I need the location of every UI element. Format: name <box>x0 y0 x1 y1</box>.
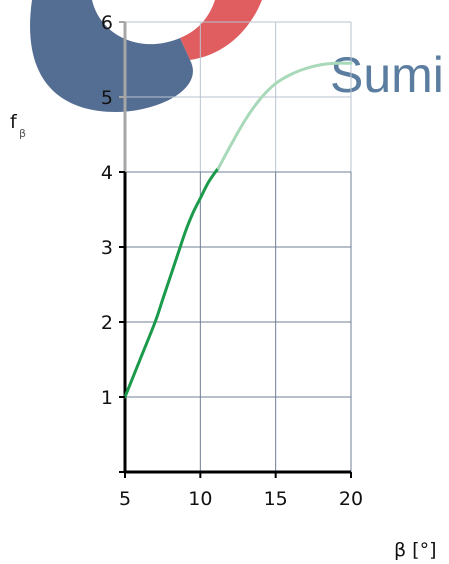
logo-red-swoosh <box>180 0 262 60</box>
y-tick-label: 5 <box>101 87 113 109</box>
y-tick-label: 6 <box>101 12 113 34</box>
logo-text: Sumi <box>330 47 444 103</box>
y-tick-label: 3 <box>101 237 113 259</box>
x-tick-label: 5 <box>119 488 131 510</box>
x-tick-label: 10 <box>188 488 212 510</box>
y-axis-label-subscript: β <box>19 127 26 140</box>
x-tick-label: 20 <box>339 488 363 510</box>
series-line-1 <box>123 166 220 399</box>
ticks-group: 1 2 3 4 5 6 5 10 15 20 <box>101 12 363 510</box>
watermark-logo: Sumi <box>30 0 444 112</box>
x-axis-label: β [°] <box>394 539 437 561</box>
y-tick-label: 4 <box>101 162 113 184</box>
y-tick-label: 1 <box>101 387 113 409</box>
y-axis-label-main: f <box>10 111 18 133</box>
grid <box>125 21 352 472</box>
series-line-2 <box>216 61 353 170</box>
y-axis-label: f <box>10 111 18 133</box>
x-tick-label: 15 <box>264 488 288 510</box>
logo-navy-swoosh <box>30 0 193 112</box>
series-group <box>123 61 353 399</box>
y-tick-label: 2 <box>101 312 113 334</box>
